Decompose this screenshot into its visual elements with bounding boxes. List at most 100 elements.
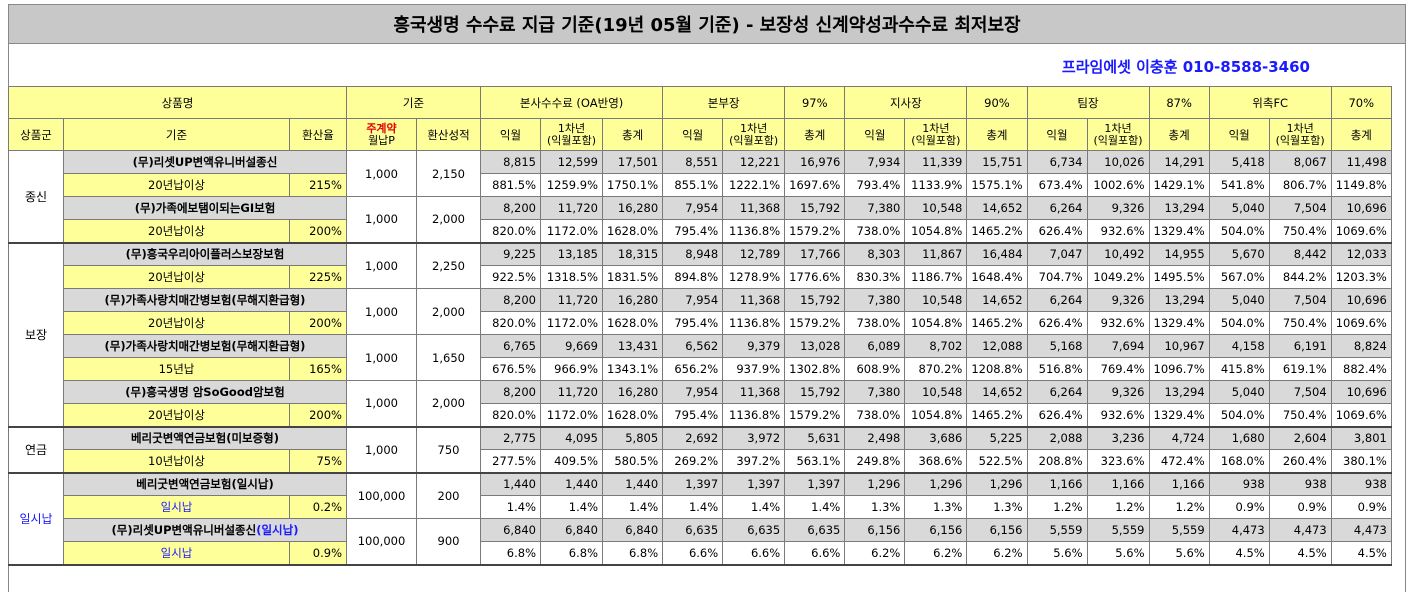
percent-cell: 1002.6% <box>1086 173 1150 197</box>
payment-term: 15년납 <box>63 357 290 381</box>
amount-cell: 6,840 <box>540 518 603 542</box>
main-premium: 100,000 <box>346 518 417 566</box>
percent-cell: 769.4% <box>1086 357 1150 381</box>
percent-cell: 1.4% <box>601 495 664 519</box>
percent-cell: 1069.6% <box>1330 311 1392 335</box>
amount-cell: 5,040 <box>1208 380 1270 404</box>
main-premium: 1,000 <box>346 380 417 428</box>
product-name-text: (무)가족사랑치매간병보험(무해지환급형) <box>104 339 306 353</box>
main-premium: 1,000 <box>346 426 417 474</box>
amount-cell: 12,789 <box>722 242 786 266</box>
amount-cell: 12,599 <box>540 150 603 174</box>
amount-cell: 4,473 <box>1208 518 1270 542</box>
performance: 900 <box>416 518 481 566</box>
amount-cell: 15,792 <box>784 288 846 312</box>
amount-cell: 2,775 <box>480 426 541 450</box>
amount-cell: 5,168 <box>1026 334 1088 358</box>
header-first-year-line2: (익월포함) <box>546 133 597 147</box>
amount-cell: 6,840 <box>480 518 541 542</box>
percent-cell: 5.6% <box>1026 541 1088 566</box>
amount-cell: 14,652 <box>966 196 1028 220</box>
percent-cell: 249.8% <box>844 449 906 474</box>
amount-cell: 13,431 <box>601 334 664 358</box>
percent-cell: 5.6% <box>1086 541 1150 566</box>
amount-cell: 6,264 <box>1026 380 1088 404</box>
percent-cell: 1.3% <box>966 495 1028 519</box>
amount-cell: 11,368 <box>722 288 786 312</box>
header-main-line2: 월납P <box>368 133 395 147</box>
percent-cell: 738.0% <box>844 403 906 428</box>
percent-cell: 1318.5% <box>540 265 603 289</box>
amount-cell: 14,652 <box>966 380 1028 404</box>
conversion-rate: 75% <box>289 449 347 474</box>
amount-cell: 5,559 <box>1086 518 1150 542</box>
percent-cell: 260.4% <box>1268 449 1332 474</box>
amount-cell: 11,368 <box>722 196 786 220</box>
amount-cell: 1,440 <box>540 472 603 496</box>
percent-cell: 277.5% <box>480 449 541 474</box>
percent-cell: 795.4% <box>662 311 724 335</box>
amount-cell: 7,380 <box>844 196 906 220</box>
header-next-month: 익월 <box>844 118 906 151</box>
percent-cell: 415.8% <box>1208 357 1270 381</box>
amount-cell: 3,972 <box>722 426 786 450</box>
percent-cell: 626.4% <box>1026 403 1088 428</box>
percent-cell: 0.9% <box>1208 495 1270 519</box>
percent-cell: 793.4% <box>844 173 906 197</box>
product-name-text: (무)흥국우리아이플러스보장보험 <box>125 247 285 262</box>
percent-cell: 6.2% <box>904 541 968 566</box>
percent-cell: 1172.0% <box>540 219 603 244</box>
header-level-rate: 70% <box>1330 86 1392 119</box>
payment-term: 20년납이상 <box>63 265 290 289</box>
product-group-cell: 종신 <box>8 150 64 244</box>
percent-cell: 1069.6% <box>1330 403 1392 428</box>
percent-cell: 504.0% <box>1208 403 1270 428</box>
percent-cell: 1.4% <box>784 495 846 519</box>
amount-cell: 3,236 <box>1086 426 1150 450</box>
performance: 1,650 <box>416 334 481 381</box>
amount-cell: 938 <box>1330 472 1392 496</box>
amount-cell: 9,225 <box>480 242 541 266</box>
table-row: (무)가족에보탬이되는GI보험 1,000 2,000 8,200 11,720 16,2… <box>9 196 1392 244</box>
amount-cell: 4,473 <box>1268 518 1332 542</box>
table-row: 일시납 베리굿변액연금보험(일시납) 100,000 200 1,440 1,440 1,4… <box>8 472 1392 566</box>
header-next-month: 익월 <box>662 118 724 151</box>
percent-cell: 4.5% <box>1268 541 1332 566</box>
amount-cell: 8,702 <box>904 334 968 358</box>
percent-cell: 6.8% <box>601 541 664 566</box>
percent-cell: 830.3% <box>844 265 906 289</box>
table-row: 일시납 0.9% 6.8% 6.8% 6.8% 6.6% 6.6% 6.6% 6.2% 6.2% 6… <box>9 541 1392 566</box>
percent-cell: 368.6% <box>904 449 968 474</box>
percent-cell: 1465.2% <box>966 311 1028 335</box>
table-row: 일시납 0.2% 1.4% 1.4% 1.4% 1.4% 1.4% 1.4% 1.3% 1.3% 1… <box>9 495 1392 519</box>
table-row: 20년납이상 225% 922.5% 1318.5% 1831.5% 894.8% 1278… <box>9 265 1392 289</box>
percent-cell: 1329.4% <box>1148 219 1210 244</box>
percent-cell: 504.0% <box>1208 219 1270 244</box>
percent-cell: 323.6% <box>1086 449 1150 474</box>
amount-cell: 2,088 <box>1026 426 1088 450</box>
percent-cell: 1579.2% <box>784 403 846 428</box>
product-name-text: (무)리셋UP변액유니버설종신 <box>132 155 278 169</box>
amount-cell: 7,380 <box>844 288 906 312</box>
header-first-year-line2: (익월포함) <box>911 133 961 147</box>
amount-cell: 10,696 <box>1330 380 1392 404</box>
percent-cell: 738.0% <box>844 311 906 335</box>
performance: 2,000 <box>416 380 481 428</box>
amount-cell: 938 <box>1208 472 1270 496</box>
percent-cell: 208.8% <box>1026 449 1088 474</box>
amount-cell: 10,696 <box>1330 288 1392 312</box>
amount-cell: 7,694 <box>1086 334 1150 358</box>
amount-cell: 8,948 <box>662 242 724 266</box>
amount-cell: 14,291 <box>1148 150 1210 174</box>
header-total: 총계 <box>1148 118 1210 151</box>
amount-cell: 6,156 <box>844 518 906 542</box>
product-group-cell: 보장 <box>8 242 64 428</box>
percent-cell: 626.4% <box>1026 311 1088 335</box>
percent-cell: 844.2% <box>1268 265 1332 289</box>
percent-cell: 1697.6% <box>784 173 846 197</box>
percent-cell: 966.9% <box>540 357 603 381</box>
amount-cell: 10,492 <box>1086 242 1150 266</box>
amount-cell: 12,088 <box>966 334 1028 358</box>
amount-cell: 1,166 <box>1026 472 1088 496</box>
amount-cell: 5,040 <box>1208 196 1270 220</box>
